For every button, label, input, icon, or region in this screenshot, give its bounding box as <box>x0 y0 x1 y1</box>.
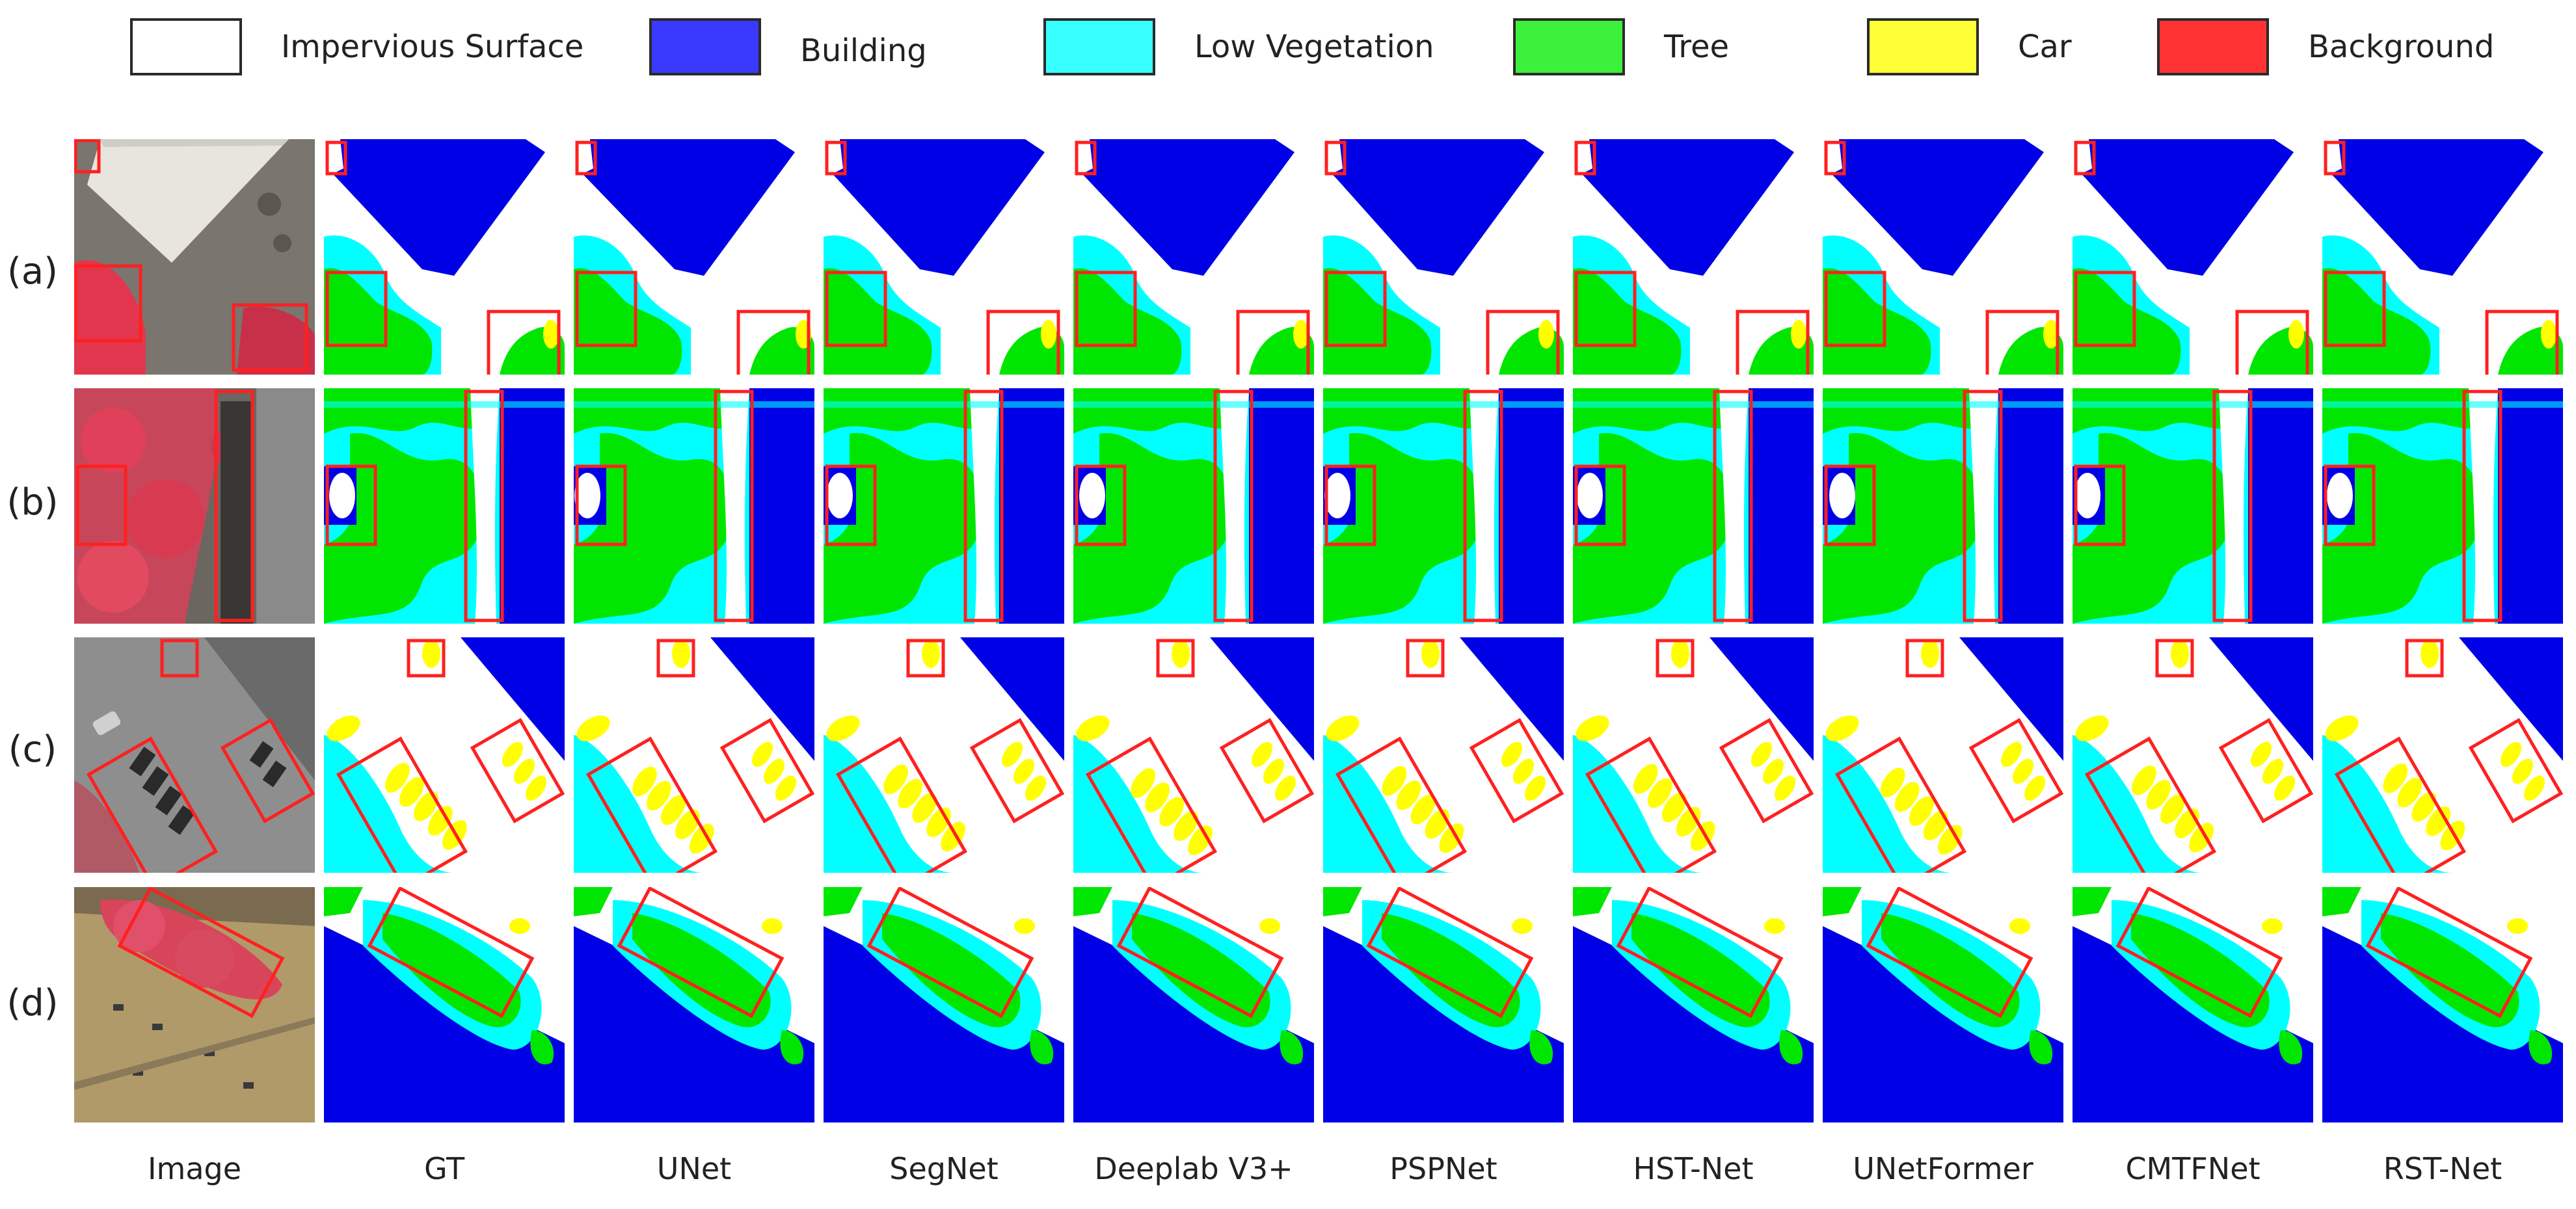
row-label-b: (b) <box>7 481 59 524</box>
segmentation-map-segnet-row-b <box>824 388 1064 624</box>
segmentation-map-unet-row-d <box>574 887 814 1123</box>
segmentation-map-cmtfnet-row-c <box>2073 637 2313 873</box>
segmentation-map-segnet-row-c <box>824 637 1064 873</box>
segmentation-map-segnet-row-a <box>824 139 1064 375</box>
segmentation-map-hst-net-row-c <box>1573 637 1814 873</box>
legend-label: Building <box>800 33 927 69</box>
row-label-a: (a) <box>7 250 58 293</box>
segmentation-map-cmtfnet-row-b <box>2073 388 2313 624</box>
legend-label: Tree <box>1664 29 1730 65</box>
aerial-image-image-row-a <box>74 139 315 375</box>
legend-swatch-tree <box>1513 18 1625 75</box>
legend: Impervious Surface Building Low Vegetati… <box>0 0 2576 104</box>
legend-item-impervious-surface: Impervious Surface <box>130 14 584 79</box>
legend-label: Low Vegetation <box>1194 29 1434 65</box>
segmentation-map-unet-row-c <box>574 637 814 873</box>
segmentation-map-unet-row-b <box>574 388 814 624</box>
segmentation-map-rst-net-row-d <box>2322 887 2563 1123</box>
legend-swatch-car <box>1867 18 1979 75</box>
legend-label: Background <box>2308 29 2495 65</box>
legend-swatch-background <box>2157 18 2269 75</box>
column-label-unetformer: UNetFormer <box>1853 1151 2033 1186</box>
aerial-image-image-row-d <box>74 887 315 1123</box>
segmentation-map-segnet-row-d <box>824 887 1064 1123</box>
segmentation-map-deeplab-v3plus-row-a <box>1073 139 1314 375</box>
segmentation-map-hst-net-row-b <box>1573 388 1814 624</box>
column-label-hst-net: HST-Net <box>1633 1151 1754 1186</box>
segmentation-map-pspnet-row-b <box>1323 388 1564 624</box>
legend-item-background: Background <box>2157 14 2494 79</box>
column-label-deeplab-v3plus: Deeplab V3+ <box>1094 1151 1293 1186</box>
column-label-rst-net: RST-Net <box>2383 1151 2502 1186</box>
aerial-image-image-row-c <box>74 637 315 873</box>
legend-swatch-impervious-surface <box>130 18 242 75</box>
segmentation-map-unetformer-row-d <box>1823 887 2063 1123</box>
segmentation-map-rst-net-row-b <box>2322 388 2563 624</box>
segmentation-map-cmtfnet-row-a <box>2073 139 2313 375</box>
row-label-d: (d) <box>7 982 59 1024</box>
segmentation-map-rst-net-row-a <box>2322 139 2563 375</box>
aerial-image-image-row-b <box>74 388 315 624</box>
column-label-cmtfnet: CMTFNet <box>2125 1151 2261 1186</box>
legend-swatch-low-vegetation <box>1043 18 1155 75</box>
segmentation-map-unet-row-a <box>574 139 814 375</box>
segmentation-map-pspnet-row-d <box>1323 887 1564 1123</box>
segmentation-map-unetformer-row-a <box>1823 139 2063 375</box>
column-label-gt: GT <box>423 1151 465 1186</box>
segmentation-map-pspnet-row-a <box>1323 139 1564 375</box>
segmentation-map-unetformer-row-c <box>1823 637 2063 873</box>
segmentation-map-deeplab-v3plus-row-c <box>1073 637 1314 873</box>
segmentation-map-deeplab-v3plus-row-d <box>1073 887 1314 1123</box>
row-label-c: (c) <box>8 728 57 771</box>
legend-item-car: Car <box>1867 14 2072 79</box>
legend-label: Car <box>2018 29 2072 65</box>
segmentation-map-gt-row-d <box>324 887 565 1123</box>
segmentation-map-hst-net-row-a <box>1573 139 1814 375</box>
legend-item-building: Building <box>649 14 927 79</box>
legend-item-low-vegetation: Low Vegetation <box>1043 14 1434 79</box>
segmentation-map-rst-net-row-c <box>2322 637 2563 873</box>
legend-label: Impervious Surface <box>281 29 584 65</box>
legend-swatch-building <box>649 18 761 75</box>
column-label-segnet: SegNet <box>889 1151 999 1186</box>
segmentation-map-cmtfnet-row-d <box>2073 887 2313 1123</box>
column-label-unet: UNet <box>656 1151 732 1186</box>
column-label-pspnet: PSPNet <box>1389 1151 1497 1186</box>
segmentation-map-deeplab-v3plus-row-b <box>1073 388 1314 624</box>
column-label-image: Image <box>147 1151 242 1186</box>
segmentation-map-pspnet-row-c <box>1323 637 1564 873</box>
segmentation-map-unetformer-row-b <box>1823 388 2063 624</box>
segmentation-map-gt-row-a <box>324 139 565 375</box>
segmentation-map-gt-row-c <box>324 637 565 873</box>
legend-item-tree: Tree <box>1513 14 1729 79</box>
segmentation-map-hst-net-row-d <box>1573 887 1814 1123</box>
segmentation-map-gt-row-b <box>324 388 565 624</box>
